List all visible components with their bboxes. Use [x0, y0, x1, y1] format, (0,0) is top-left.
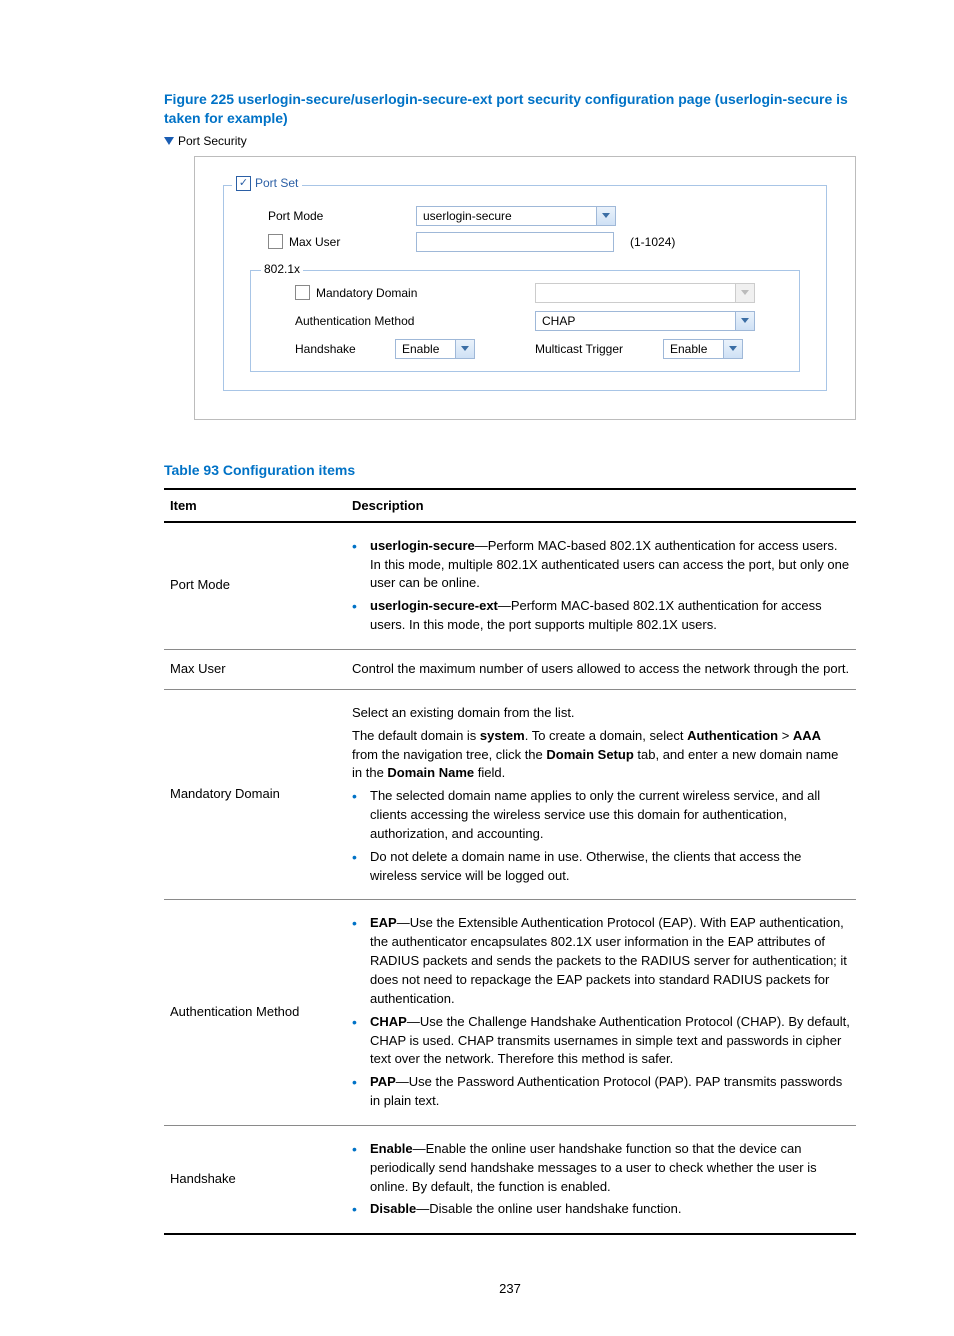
table-caption: Table 93 Configuration items [164, 462, 856, 478]
desc-cell: Enable—Enable the online user handshake … [346, 1125, 856, 1234]
port-mode-label: Port Mode [238, 209, 408, 223]
term: userlogin-secure-ext [370, 598, 498, 613]
term: Enable [370, 1141, 413, 1156]
multicast-trigger-value: Enable [663, 339, 723, 359]
port-mode-value: userlogin-secure [416, 206, 596, 226]
handshake-label: Handshake [295, 342, 385, 356]
mandatory-domain-cell: Mandatory Domain [265, 285, 515, 300]
col-header-item: Item [164, 489, 346, 522]
mandatory-domain-label: Mandatory Domain [316, 286, 417, 300]
list-item: The selected domain name applies to only… [352, 787, 850, 844]
desc-cell: Control the maximum number of users allo… [346, 650, 856, 690]
handshake-value: Enable [395, 339, 455, 359]
max-user-row: Max User (1-1024) [238, 232, 812, 252]
item-cell: Port Mode [164, 522, 346, 650]
term-desc: —Use the Extensible Authentication Proto… [370, 915, 847, 1005]
dot1x-fieldset: 802.1x Mandatory Domain Authentication M… [250, 270, 800, 372]
col-header-desc: Description [346, 489, 856, 522]
table-row: Handshake Enable—Enable the online user … [164, 1125, 856, 1234]
max-user-checkbox[interactable] [268, 234, 283, 249]
max-user-hint: (1-1024) [630, 235, 675, 249]
table-row: Max User Control the maximum number of u… [164, 650, 856, 690]
mandatory-domain-value [535, 283, 735, 303]
config-table: Item Description Port Mode userlogin-sec… [164, 488, 856, 1235]
term-desc: —Use the Challenge Handshake Authenticat… [370, 1014, 850, 1067]
handshake-dropdown[interactable]: Enable [395, 339, 475, 359]
chevron-down-icon [596, 206, 616, 226]
port-set-legend[interactable]: ✓ Port Set [232, 176, 302, 191]
dot1x-legend: 802.1x [261, 262, 303, 276]
desc-cell: Select an existing domain from the list.… [346, 689, 856, 900]
collapse-icon [164, 137, 174, 145]
chevron-down-icon [723, 339, 743, 359]
max-user-label: Max User [289, 235, 340, 249]
table-row: Authentication Method EAP—Use the Extens… [164, 900, 856, 1125]
term-desc: —Enable the online user handshake functi… [370, 1141, 817, 1194]
chevron-down-icon [735, 283, 755, 303]
term: Disable [370, 1201, 416, 1216]
auth-method-label: Authentication Method [265, 314, 515, 328]
item-cell: Handshake [164, 1125, 346, 1234]
desc-para: The default domain is system. To create … [352, 727, 850, 784]
multicast-trigger-dropdown[interactable]: Enable [663, 339, 743, 359]
term: PAP [370, 1074, 396, 1089]
desc-para: Select an existing domain from the list. [352, 704, 850, 723]
term: EAP [370, 915, 397, 930]
figure-caption: Figure 225 userlogin-secure/userlogin-se… [164, 90, 856, 128]
term: CHAP [370, 1014, 407, 1029]
port-mode-dropdown[interactable]: userlogin-secure [416, 206, 616, 226]
term-desc: —Use the Password Authentication Protoco… [370, 1074, 842, 1108]
page-number: 237 [164, 1281, 856, 1296]
desc-cell: userlogin-secure—Perform MAC-based 802.1… [346, 522, 856, 650]
port-set-legend-text: Port Set [255, 176, 298, 190]
port-set-fieldset: ✓ Port Set Port Mode userlogin-secure Ma… [223, 185, 827, 391]
mandatory-domain-dropdown[interactable] [535, 283, 755, 303]
table-row: Mandatory Domain Select an existing doma… [164, 689, 856, 900]
auth-method-dropdown[interactable]: CHAP [535, 311, 755, 331]
port-security-header[interactable]: Port Security [164, 134, 856, 148]
mandatory-domain-checkbox[interactable] [295, 285, 310, 300]
desc-cell: EAP—Use the Extensible Authentication Pr… [346, 900, 856, 1125]
chevron-down-icon [455, 339, 475, 359]
section-title: Port Security [178, 134, 247, 148]
config-panel: ✓ Port Set Port Mode userlogin-secure Ma… [194, 156, 856, 420]
item-cell: Max User [164, 650, 346, 690]
chevron-down-icon [735, 311, 755, 331]
term-desc: —Disable the online user handshake funct… [416, 1201, 681, 1216]
item-cell: Mandatory Domain [164, 689, 346, 900]
item-cell: Authentication Method [164, 900, 346, 1125]
auth-method-value: CHAP [535, 311, 735, 331]
port-mode-row: Port Mode userlogin-secure [238, 206, 812, 226]
table-row: Port Mode userlogin-secure—Perform MAC-b… [164, 522, 856, 650]
list-item: Do not delete a domain name in use. Othe… [352, 848, 850, 886]
multicast-trigger-label: Multicast Trigger [535, 342, 653, 356]
max-user-input[interactable] [416, 232, 614, 252]
port-set-checkbox[interactable]: ✓ [236, 176, 251, 191]
term: userlogin-secure [370, 538, 475, 553]
